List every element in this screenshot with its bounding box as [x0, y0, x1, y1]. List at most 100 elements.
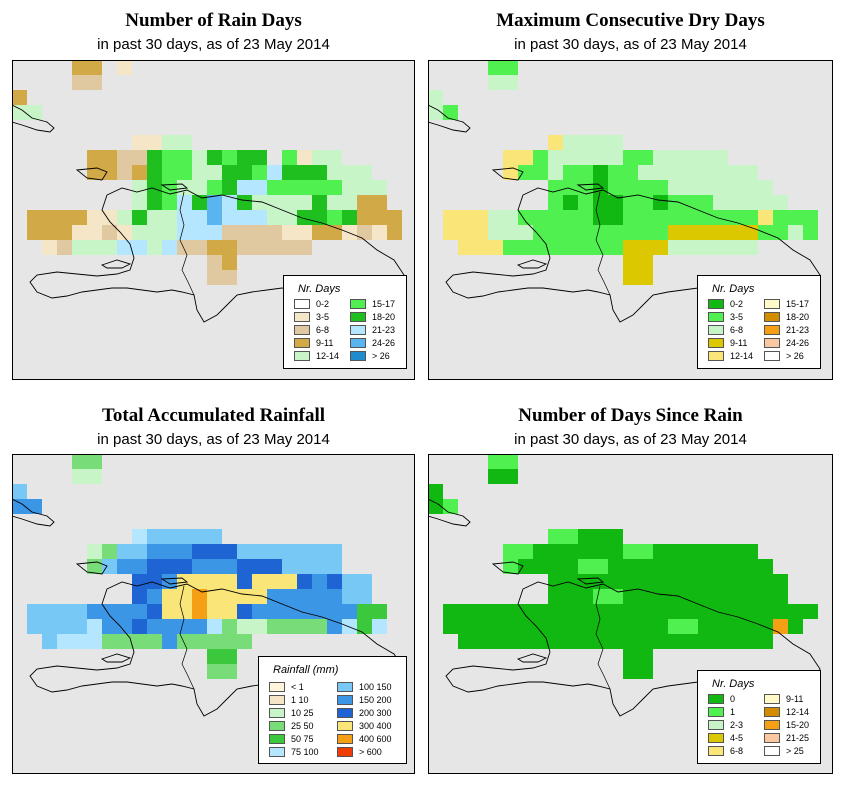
grid-cell	[533, 619, 548, 634]
legend-label: 21-23	[786, 325, 810, 335]
grid-cell	[593, 544, 608, 559]
grid-cell	[312, 150, 327, 165]
grid-cell	[578, 544, 593, 559]
legend-swatch	[294, 351, 310, 361]
grid-cell	[237, 240, 252, 255]
legend-swatch	[269, 708, 285, 718]
grid-cell	[297, 589, 312, 604]
grid-cell	[147, 240, 162, 255]
grid-cell	[608, 589, 623, 604]
grid-cell	[297, 559, 312, 574]
grid-cell	[518, 150, 533, 165]
grid-cell	[87, 225, 102, 240]
grid-cell	[593, 150, 608, 165]
grid-cell	[503, 210, 518, 225]
grid-cell	[728, 574, 743, 589]
grid-cell	[207, 544, 222, 559]
grid-cell	[12, 105, 27, 120]
grid-cell	[267, 619, 282, 634]
legend-label: < 1	[291, 682, 304, 692]
grid-cell	[578, 225, 593, 240]
grid-cell	[593, 589, 608, 604]
grid-cell	[698, 210, 713, 225]
legend-swatch	[708, 299, 724, 309]
grid-cell	[608, 225, 623, 240]
grid-cell	[207, 604, 222, 619]
grid-cell	[578, 529, 593, 544]
grid-cell	[668, 574, 683, 589]
grid-cell	[357, 180, 372, 195]
grid-cell	[653, 180, 668, 195]
grid-cell	[773, 195, 788, 210]
legend-label: 24-26	[786, 338, 810, 348]
grid-cell	[162, 604, 177, 619]
grid-cell	[162, 634, 177, 649]
grid-cell	[312, 165, 327, 180]
grid-cell	[563, 150, 578, 165]
grid-cell	[297, 150, 312, 165]
legend-label: 3-5	[730, 312, 744, 322]
legend-label: 18-20	[372, 312, 396, 322]
grid-cell	[147, 544, 162, 559]
grid-cell	[548, 210, 563, 225]
grid-cell	[563, 559, 578, 574]
legend-swatch	[708, 325, 724, 335]
grid-cell	[222, 634, 237, 649]
grid-cell	[222, 574, 237, 589]
grid-cell	[252, 225, 267, 240]
grid-cell	[72, 469, 87, 484]
grid-cell	[458, 619, 473, 634]
legend-swatch	[708, 746, 724, 756]
grid-cell	[518, 559, 533, 574]
grid-cell	[638, 619, 653, 634]
grid-cell	[117, 544, 132, 559]
grid-cell	[297, 240, 312, 255]
grid-cell	[132, 240, 147, 255]
grid-cell	[503, 454, 518, 469]
grid-cell	[297, 195, 312, 210]
panel-title: Number of Days Since Rain	[518, 405, 743, 426]
grid-cell	[638, 195, 653, 210]
rain-days-legend: Nr. Days 0-2 3-5 6-8 9-11 12-14 15-17 18-20 21-…	[283, 275, 407, 369]
grid-cell	[372, 210, 387, 225]
grid-cell	[488, 75, 503, 90]
grid-cell	[728, 634, 743, 649]
legend-label: 0-2	[316, 299, 330, 309]
grid-cell	[42, 634, 57, 649]
legend-label: 0	[730, 694, 736, 704]
grid-cell	[267, 589, 282, 604]
legend-label: 9-11	[316, 338, 334, 348]
grid-cell	[162, 225, 177, 240]
grid-cell	[578, 559, 593, 574]
grid-cell	[162, 544, 177, 559]
legend-label: > 25	[786, 746, 804, 756]
grid-cell	[623, 604, 638, 619]
grid-cell	[72, 75, 87, 90]
grid-cell	[327, 574, 342, 589]
legend-swatch	[764, 694, 780, 704]
grid-cell	[713, 180, 728, 195]
grid-cell	[638, 589, 653, 604]
grid-cell	[638, 634, 653, 649]
legend-swatch	[294, 325, 310, 335]
grid-cell	[267, 604, 282, 619]
grid-cell	[312, 619, 327, 634]
grid-cell	[758, 180, 773, 195]
grid-cell	[297, 210, 312, 225]
grid-cell	[473, 634, 488, 649]
grid-cell	[488, 60, 503, 75]
grid-cell	[593, 210, 608, 225]
grid-cell	[87, 240, 102, 255]
grid-cell	[713, 225, 728, 240]
legend-swatch	[350, 299, 366, 309]
grid-cell	[698, 180, 713, 195]
grid-cell	[563, 240, 578, 255]
legend-swatch	[708, 351, 724, 361]
grid-cell	[282, 574, 297, 589]
legend-item: 21-23	[350, 324, 395, 336]
grid-cell	[267, 195, 282, 210]
grid-cell	[312, 195, 327, 210]
grid-cell	[162, 240, 177, 255]
grid-cell	[207, 649, 222, 664]
grid-cell	[282, 150, 297, 165]
